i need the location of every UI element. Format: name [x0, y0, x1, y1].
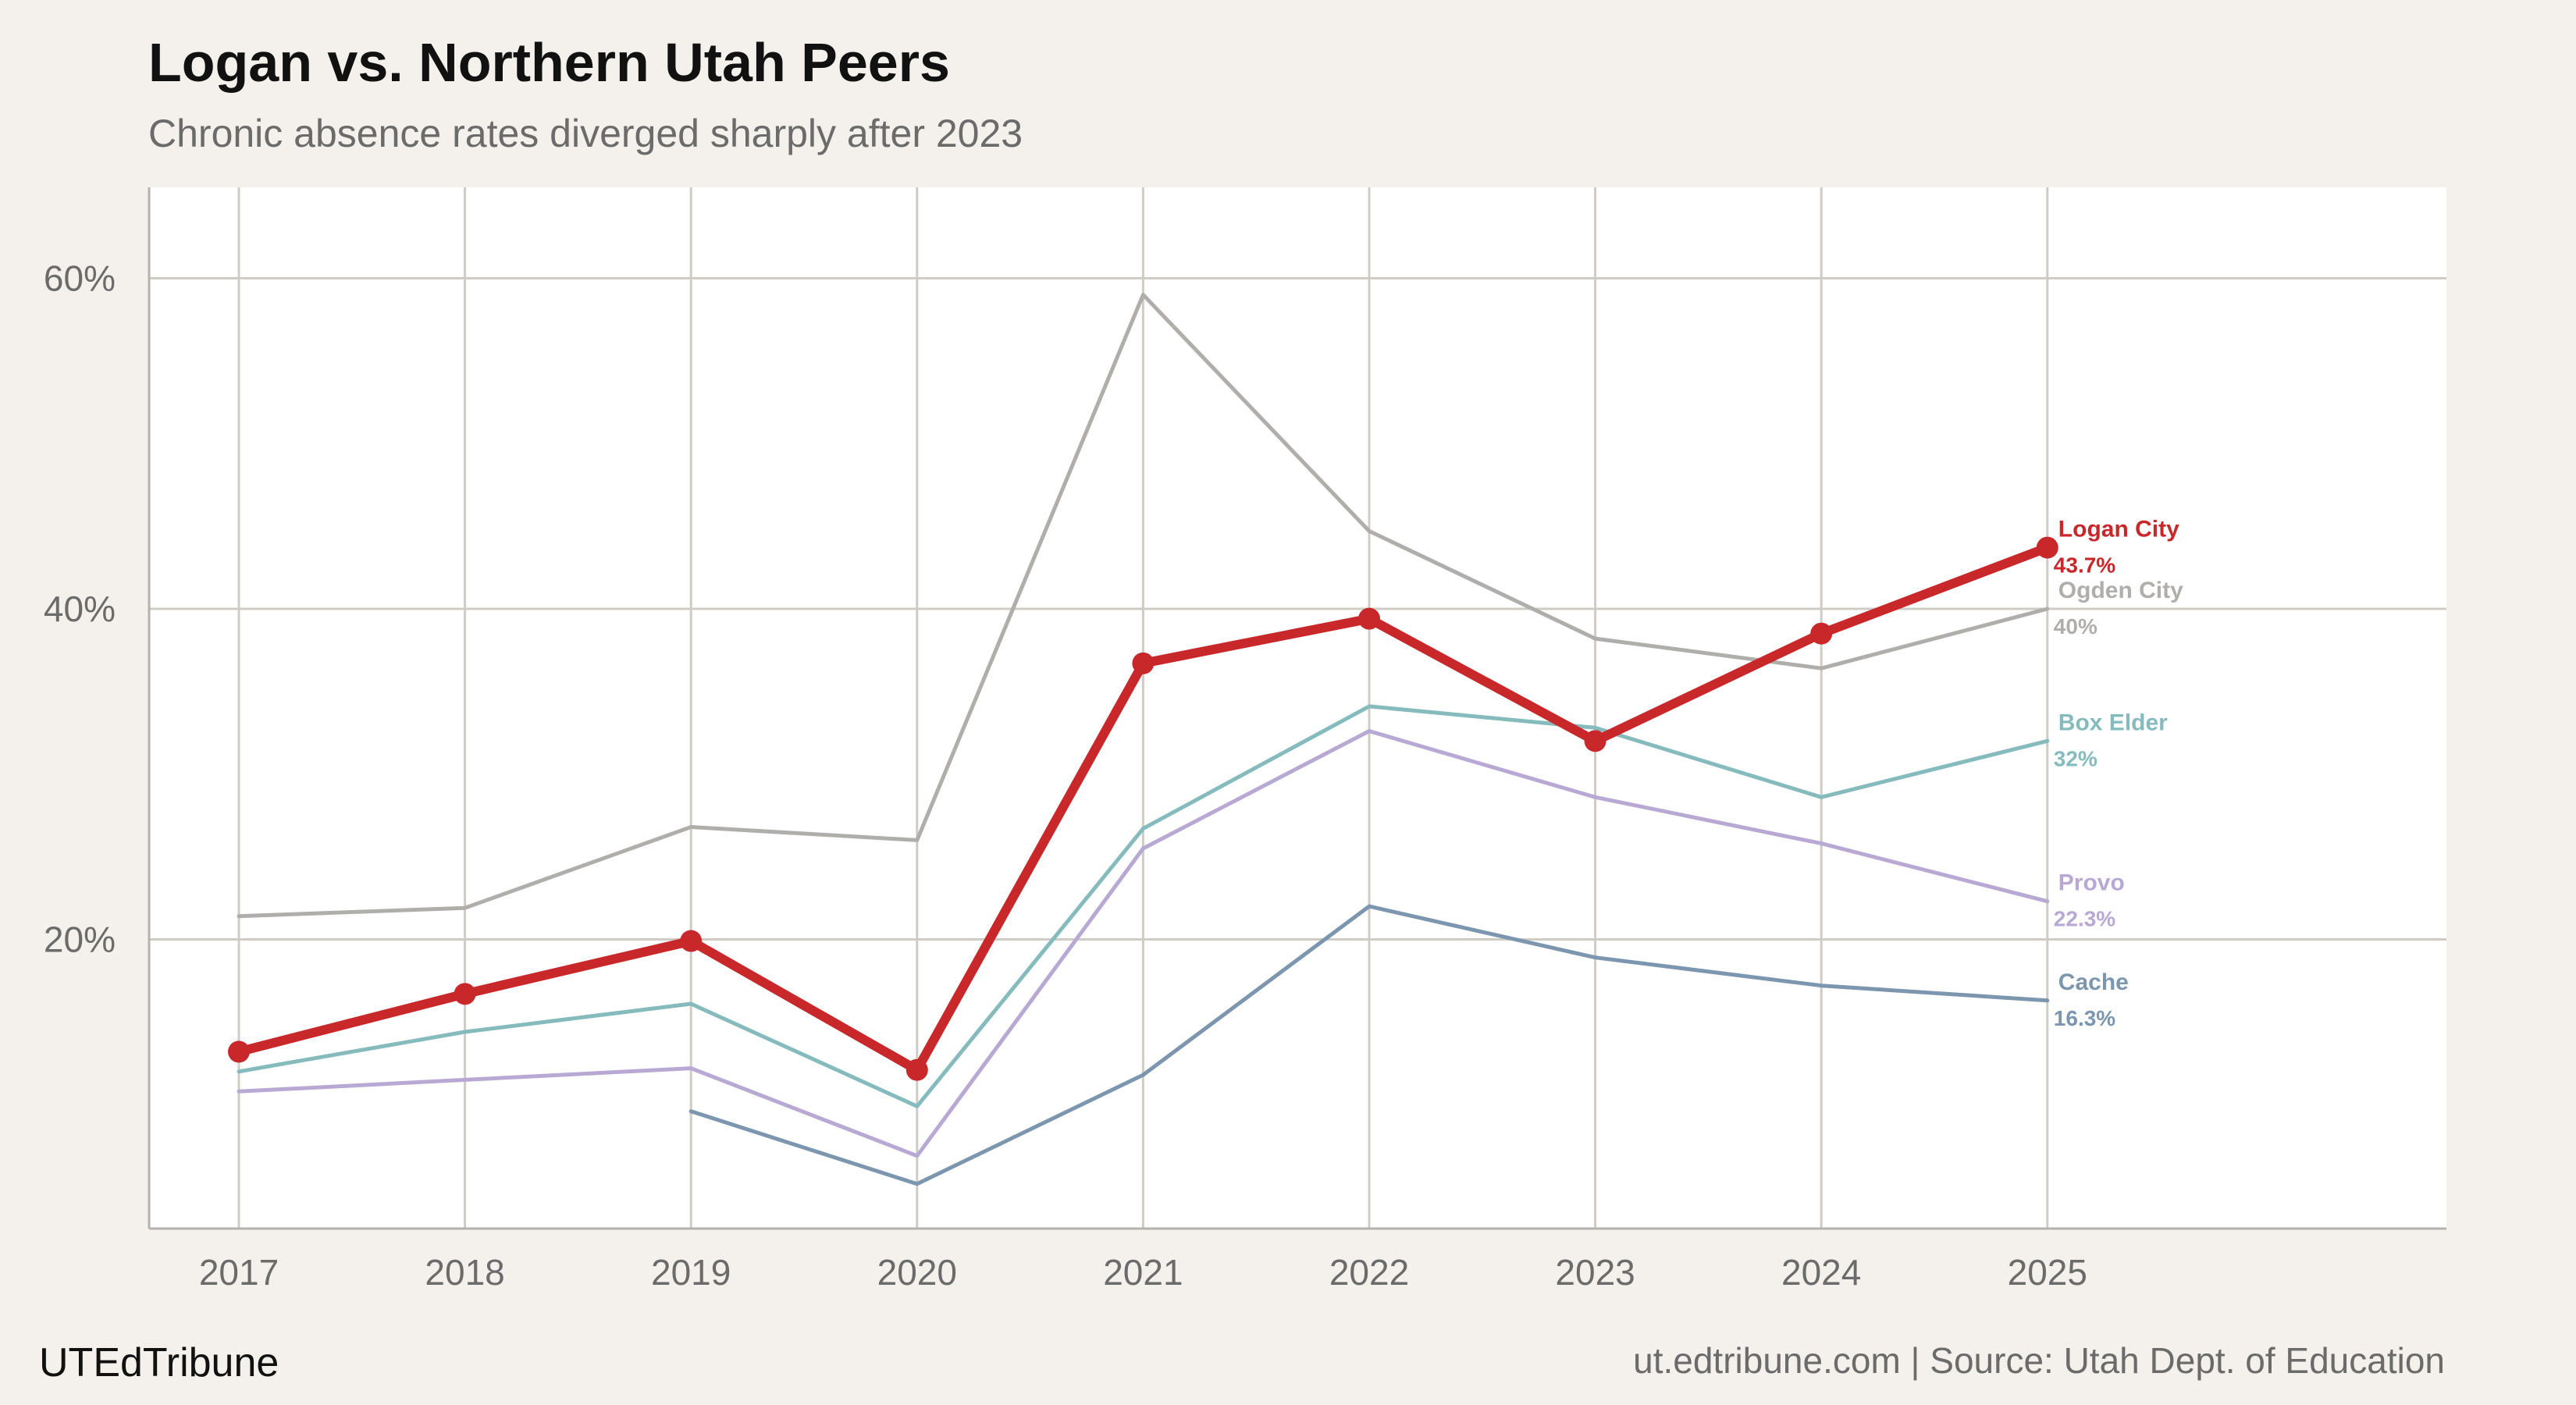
data-point-logan-city [906, 1058, 928, 1081]
x-tick-label: 2022 [1329, 1252, 1409, 1293]
x-tick-label: 2023 [1555, 1252, 1635, 1293]
chart-title: Logan vs. Northern Utah Peers [148, 32, 950, 93]
gridlines [149, 187, 2446, 1229]
end-label-name-provo: Provo [2058, 870, 2125, 896]
series-line-ogden-city [237, 293, 2050, 919]
end-label-value-ogden-city: 40% [2054, 614, 2097, 638]
data-point-logan-city [2036, 536, 2058, 559]
source-note: ut.edtribune.com | Source: Utah Dept. of… [1633, 1340, 2445, 1381]
end-label-value-logan-city: 43.7% [2054, 553, 2115, 578]
end-label-value-box-elder: 32% [2054, 746, 2097, 770]
x-tick-label: 2021 [1103, 1252, 1183, 1293]
x-tick-label: 2017 [199, 1252, 279, 1293]
x-tick-label: 2019 [651, 1252, 731, 1293]
y-tick-label: 60% [44, 258, 116, 298]
x-tick-label: 2020 [877, 1252, 957, 1293]
end-label-name-logan-city: Logan City [2058, 517, 2179, 542]
data-point-logan-city [680, 930, 703, 952]
series-line-cache [688, 904, 2050, 1186]
data-point-logan-city [1810, 622, 1833, 645]
chart-subtitle: Chronic absence rates diverged sharply a… [148, 112, 1023, 155]
series-line-provo [237, 729, 2050, 1158]
data-point-logan-city [1584, 730, 1606, 752]
x-tick-label: 2018 [425, 1252, 504, 1293]
series-lines [228, 293, 2058, 1186]
plot-area [149, 187, 2446, 1229]
series-line-box-elder [237, 704, 2050, 1108]
y-tick-label: 40% [44, 589, 116, 629]
end-label-name-cache: Cache [2058, 969, 2129, 995]
end-label-name-ogden-city: Ogden City [2058, 578, 2183, 603]
data-point-logan-city [1358, 607, 1380, 630]
x-tick-label: 2024 [1781, 1252, 1861, 1293]
end-labels: Ogden City 40% Box Elder 32% Provo 22.3% Cache… [2054, 517, 2183, 1030]
end-label-value-cache: 16.3% [2054, 1006, 2115, 1030]
y-tick-label: 20% [44, 919, 116, 959]
end-label-name-box-elder: Box Elder [2058, 710, 2168, 735]
brand-wordmark: UTEdTribune [39, 1340, 279, 1385]
x-tick-label: 2025 [2008, 1252, 2087, 1293]
end-label-value-provo: 22.3% [2054, 907, 2115, 931]
data-point-logan-city [1132, 652, 1155, 674]
data-point-logan-city [228, 1040, 250, 1063]
axis-ticks: 2017 2018 2019 2020 2021 2022 2023 2024 2025 20% 4… [44, 258, 2087, 1293]
data-point-logan-city [454, 983, 476, 1005]
